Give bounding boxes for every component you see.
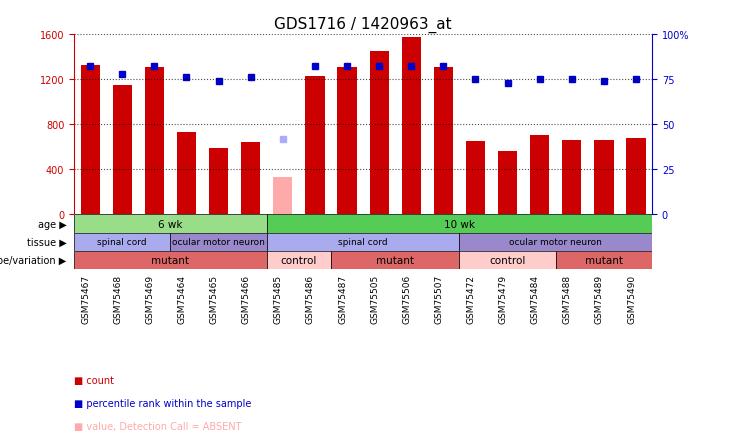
Text: 6 wk: 6 wk bbox=[158, 219, 183, 229]
Bar bbox=[241, 143, 260, 215]
Text: mutant: mutant bbox=[151, 255, 190, 265]
Text: tissue ▶: tissue ▶ bbox=[27, 237, 67, 247]
FancyBboxPatch shape bbox=[267, 233, 459, 251]
Bar bbox=[370, 52, 389, 215]
Text: genotype/variation ▶: genotype/variation ▶ bbox=[0, 255, 67, 265]
Bar bbox=[498, 152, 517, 215]
Bar bbox=[144, 67, 164, 215]
Text: ■ percentile rank within the sample: ■ percentile rank within the sample bbox=[74, 398, 251, 408]
Text: spinal cord: spinal cord bbox=[98, 237, 147, 247]
Bar bbox=[177, 133, 196, 215]
FancyBboxPatch shape bbox=[556, 251, 652, 269]
Bar bbox=[337, 67, 356, 215]
Bar bbox=[113, 85, 132, 215]
Bar bbox=[81, 66, 100, 215]
Text: spinal cord: spinal cord bbox=[339, 237, 388, 247]
Text: ■ value, Detection Call = ABSENT: ■ value, Detection Call = ABSENT bbox=[74, 421, 242, 431]
Bar bbox=[305, 76, 325, 215]
Text: ocular motor neuron: ocular motor neuron bbox=[172, 237, 265, 247]
Text: 10 wk: 10 wk bbox=[444, 219, 475, 229]
Bar bbox=[273, 178, 293, 215]
Text: control: control bbox=[489, 255, 526, 265]
FancyBboxPatch shape bbox=[74, 233, 170, 251]
Text: control: control bbox=[281, 255, 317, 265]
FancyBboxPatch shape bbox=[267, 251, 331, 269]
FancyBboxPatch shape bbox=[267, 215, 652, 233]
Bar bbox=[530, 136, 549, 215]
FancyBboxPatch shape bbox=[74, 215, 267, 233]
Text: mutant: mutant bbox=[376, 255, 414, 265]
Text: mutant: mutant bbox=[585, 255, 623, 265]
Bar bbox=[466, 142, 485, 215]
Text: ■ count: ■ count bbox=[74, 375, 114, 385]
FancyBboxPatch shape bbox=[459, 251, 556, 269]
Text: ocular motor neuron: ocular motor neuron bbox=[509, 237, 602, 247]
Bar bbox=[433, 67, 453, 215]
Bar bbox=[626, 138, 645, 215]
FancyBboxPatch shape bbox=[74, 251, 267, 269]
Bar bbox=[209, 148, 228, 215]
FancyBboxPatch shape bbox=[331, 251, 459, 269]
FancyBboxPatch shape bbox=[459, 233, 652, 251]
Bar bbox=[562, 141, 582, 215]
Title: GDS1716 / 1420963_at: GDS1716 / 1420963_at bbox=[274, 17, 452, 33]
FancyBboxPatch shape bbox=[170, 233, 267, 251]
Text: age ▶: age ▶ bbox=[38, 219, 67, 229]
Bar bbox=[402, 38, 421, 215]
Bar bbox=[594, 141, 614, 215]
